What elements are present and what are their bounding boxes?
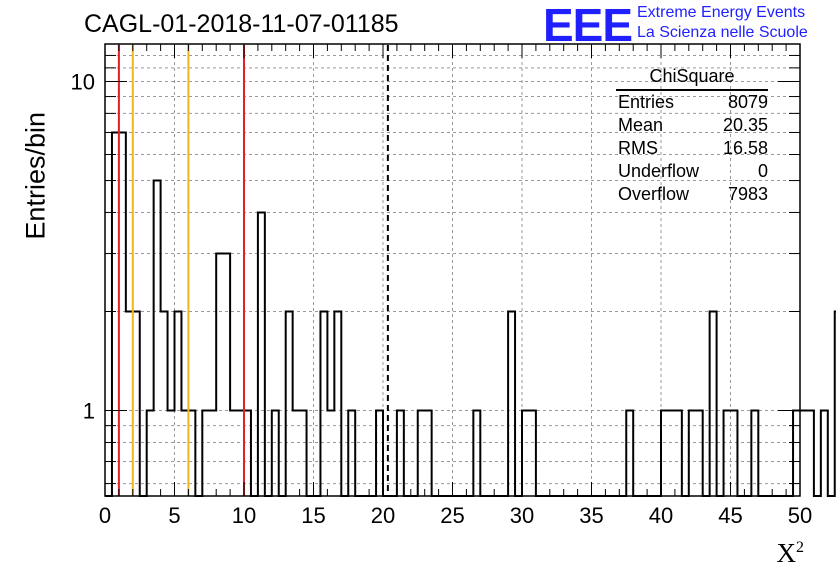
x-tick-label: 35	[579, 503, 603, 528]
logo-line-2: La Scienza nelle Scuole	[637, 24, 808, 41]
x-tick-label: 20	[371, 503, 395, 528]
x-tick-label: 30	[510, 503, 534, 528]
stats-value: 0	[757, 161, 768, 181]
stats-row-underflow: Underflow 0	[612, 160, 772, 183]
stats-label: Underflow	[618, 161, 700, 181]
x-tick-label: 0	[99, 503, 111, 528]
stats-box: ChiSquare Entries 8079 Mean 20.35 RMS 16…	[612, 66, 772, 206]
stats-value: 20.35	[722, 115, 768, 135]
marker-lines	[117, 45, 389, 496]
x-tick-label: 15	[301, 503, 325, 528]
stats-value: 7983	[727, 184, 768, 204]
x-tick-label: 5	[168, 503, 180, 528]
y-axis-label: Entries/bin	[20, 112, 51, 240]
x-tick-label: 45	[718, 503, 742, 528]
stats-value: 8079	[727, 92, 768, 112]
chart-title: CAGL-01-2018-11-07-01185	[84, 10, 399, 38]
stats-label: Mean	[618, 115, 664, 135]
stats-title: ChiSquare	[616, 66, 768, 91]
stats-row-rms: RMS 16.58	[612, 137, 772, 160]
eee-logo: EEE	[543, 0, 633, 51]
x-tick-label: 40	[649, 503, 673, 528]
stats-label: Overflow	[618, 184, 690, 204]
tick-labels: 0 5 10 15 20 25 30 35 40 45 50 1 10	[71, 69, 813, 528]
stats-label: RMS	[618, 138, 658, 158]
stats-row-entries: Entries 8079	[612, 91, 772, 114]
stats-row-mean: Mean 20.35	[612, 114, 772, 137]
stats-value: 16.58	[722, 138, 768, 158]
axis-ticks	[104, 43, 801, 496]
y-tick-label: 10	[71, 69, 95, 94]
stats-row-overflow: Overflow 7983	[612, 183, 772, 206]
stats-label: Entries	[618, 92, 675, 112]
y-tick-label: 1	[83, 399, 95, 424]
x-axis-label: X2	[777, 538, 805, 569]
logo-line-1: Extreme Energy Events	[637, 4, 806, 21]
x-axis-symbol: X	[776, 538, 797, 568]
x-tick-label: 50	[788, 503, 812, 528]
x-axis-superscript: 2	[796, 539, 804, 556]
x-tick-label: 10	[232, 503, 256, 528]
x-tick-label: 25	[440, 503, 464, 528]
